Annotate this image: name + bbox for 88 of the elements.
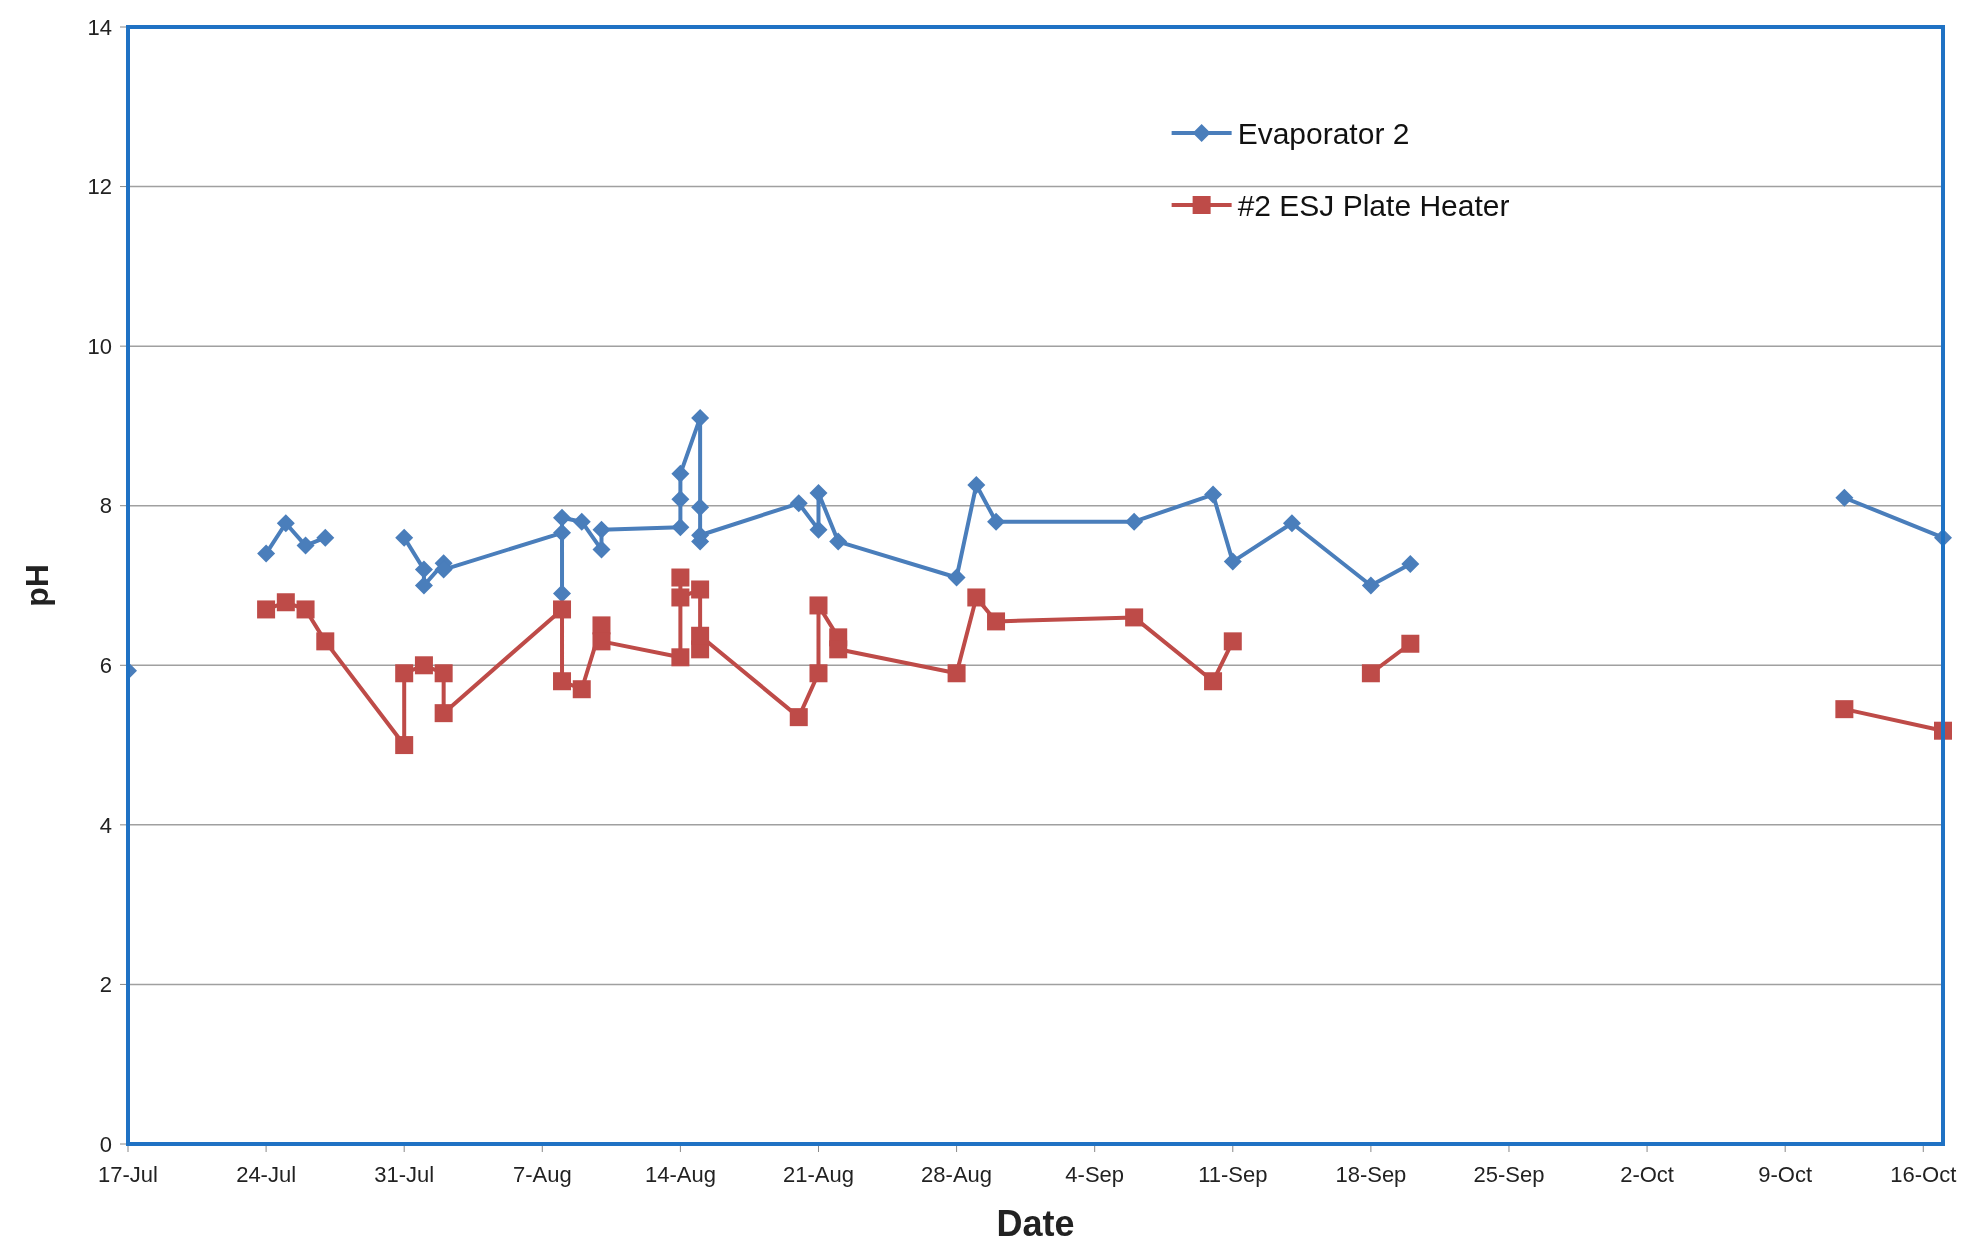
- x-tick-label: 7-Aug: [512, 1162, 572, 1187]
- point: [316, 528, 335, 547]
- point: [671, 518, 690, 537]
- point: [1835, 488, 1854, 507]
- point: [987, 512, 1006, 531]
- point: [553, 672, 572, 691]
- point: [1401, 554, 1420, 573]
- point: [1125, 608, 1144, 627]
- y-tick-label: 4: [99, 812, 112, 838]
- point: [395, 664, 414, 683]
- y-tick-label: 0: [99, 1131, 112, 1157]
- point: [434, 664, 453, 683]
- point: [316, 632, 335, 651]
- y-tick-label: 2: [99, 972, 112, 998]
- point: [572, 512, 591, 531]
- point: [592, 632, 611, 651]
- point: [276, 514, 295, 533]
- y-tick-label: 8: [99, 493, 112, 519]
- point: [1204, 672, 1223, 691]
- point: [1361, 576, 1380, 595]
- point: [1361, 664, 1380, 683]
- point: [671, 568, 690, 587]
- point: [1223, 552, 1242, 571]
- x-tick-label: 31-Jul: [374, 1162, 435, 1187]
- point: [1835, 700, 1854, 719]
- point: [1282, 514, 1301, 533]
- point: [829, 640, 848, 659]
- point: [395, 528, 414, 547]
- point: [947, 568, 966, 587]
- point: [572, 680, 591, 699]
- point: [395, 736, 414, 755]
- point: [789, 708, 808, 727]
- x-tick-label: 2-Oct: [1620, 1162, 1674, 1187]
- point: [967, 475, 986, 494]
- point: [789, 494, 808, 513]
- x-axis-title: Date: [996, 1203, 1075, 1244]
- x-tick-label: 9-Oct: [1758, 1162, 1813, 1187]
- x-tick-label: 24-Jul: [236, 1162, 297, 1187]
- point: [691, 580, 710, 599]
- x-tick-label: 28-Aug: [921, 1162, 993, 1187]
- y-axis-title: pH: [19, 564, 55, 607]
- point: [987, 612, 1006, 631]
- point: [671, 648, 690, 667]
- y-tick-label: 10: [87, 333, 112, 359]
- x-tick-label: 4-Sep: [1065, 1162, 1125, 1187]
- point: [809, 520, 828, 539]
- point: [257, 544, 276, 563]
- x-tick-label: 14-Aug: [644, 1162, 716, 1187]
- point: [257, 600, 276, 619]
- point: [691, 498, 710, 517]
- point: [671, 588, 690, 607]
- legend-label: #2 ESJ Plate Heater: [1237, 188, 1510, 222]
- point: [1204, 485, 1223, 504]
- point: [592, 520, 611, 539]
- point: [414, 656, 433, 675]
- x-tick-label: 17-Jul: [98, 1162, 158, 1187]
- x-tick-label: 25-Sep: [1473, 1162, 1545, 1187]
- point: [947, 664, 966, 683]
- point: [1401, 634, 1420, 653]
- point: [553, 508, 572, 527]
- point: [691, 408, 710, 427]
- x-tick-label: 16-Oct: [1890, 1162, 1957, 1187]
- point: [592, 540, 611, 559]
- point: [553, 584, 572, 603]
- point: [434, 704, 453, 723]
- y-tick-label: 14: [87, 14, 112, 40]
- point: [809, 596, 828, 615]
- y-tick-label: 6: [99, 652, 112, 678]
- point: [296, 536, 315, 555]
- point: [671, 490, 690, 509]
- point: [296, 600, 315, 619]
- point: [414, 576, 433, 595]
- point: [809, 664, 828, 683]
- point: [671, 464, 690, 483]
- point: [414, 560, 433, 579]
- point: [967, 588, 986, 607]
- x-tick-label: 18-Sep: [1335, 1162, 1407, 1187]
- point: [1125, 512, 1144, 531]
- y-tick-label: 12: [87, 174, 112, 200]
- point: [829, 532, 848, 551]
- legend-label: Evaporator 2: [1237, 116, 1410, 150]
- point: [809, 483, 828, 502]
- x-tick-label: 11-Sep: [1198, 1162, 1268, 1187]
- point: [553, 600, 572, 619]
- x-tick-label: 21-Aug: [783, 1162, 854, 1187]
- point: [691, 626, 710, 645]
- point: [1223, 632, 1242, 651]
- point: [276, 593, 295, 612]
